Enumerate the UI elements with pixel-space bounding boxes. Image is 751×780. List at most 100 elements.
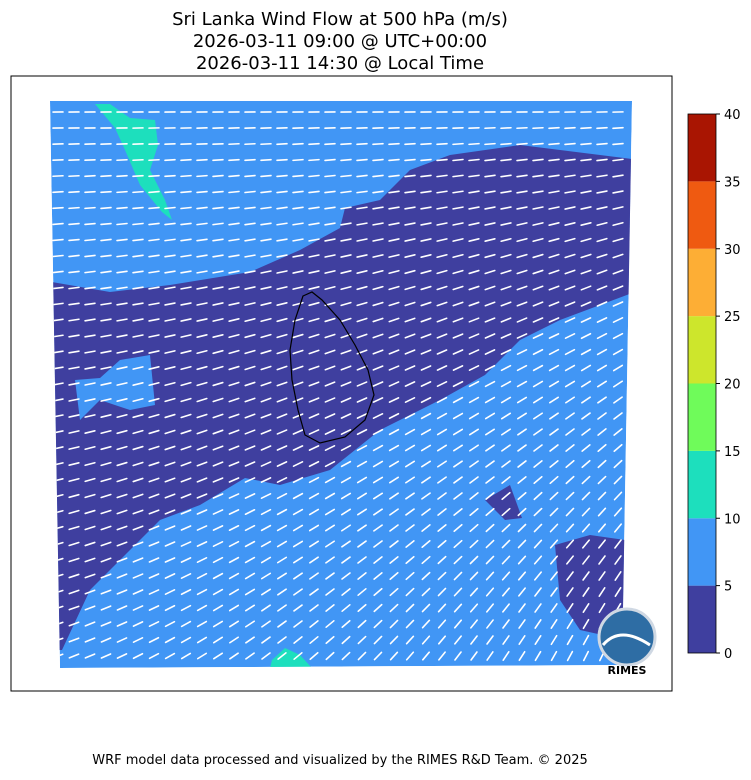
title-line: 2026-03-11 09:00 @ UTC+00:00	[193, 31, 487, 52]
wind-arrow	[117, 208, 127, 209]
wind-arrow	[453, 144, 463, 145]
wind-arrow	[453, 160, 463, 161]
wind-arrow	[373, 175, 383, 176]
wind-arrow	[53, 224, 63, 225]
colorbar-bin	[688, 518, 716, 585]
colorbar-bin	[688, 451, 716, 518]
wind-arrow	[245, 160, 255, 161]
colorbar-bin	[688, 384, 716, 451]
colorbar-tick-label: 10	[724, 512, 741, 527]
wind-arrow	[165, 208, 175, 209]
wind-arrow	[149, 223, 159, 224]
wind-arrow	[373, 144, 383, 145]
wind-arrow	[85, 176, 95, 177]
wind-arrow	[261, 160, 271, 161]
wind-arrow	[69, 255, 79, 256]
wind-arrow	[101, 224, 111, 225]
wind-arrow	[293, 160, 303, 161]
wind-arrow	[261, 191, 271, 192]
wind-arrow	[197, 176, 207, 177]
wind-arrow	[69, 176, 79, 177]
wind-arrow	[69, 224, 79, 225]
wind-arrow	[117, 224, 127, 225]
wind-arrow	[357, 160, 367, 161]
wind-arrow	[517, 159, 527, 160]
wind-arrow	[149, 176, 159, 177]
wind-arrow	[277, 191, 287, 192]
wind-arrow	[357, 144, 367, 145]
logo-text: RIMES	[608, 664, 647, 677]
wind-arrow	[69, 192, 79, 193]
wind-arrow	[117, 192, 127, 193]
wind-arrow	[517, 144, 527, 145]
wind-arrow	[373, 160, 383, 161]
wind-arrow	[277, 144, 287, 145]
wind-arrow	[421, 144, 431, 145]
wind-arrow	[469, 159, 479, 160]
wind-arrow	[53, 208, 63, 209]
wind-arrow	[533, 159, 543, 160]
wind-arrow	[309, 144, 319, 145]
wind-arrow	[485, 144, 495, 145]
wind-arrow	[325, 160, 335, 161]
wind-arrow	[293, 191, 303, 192]
logo-emblem	[599, 609, 655, 665]
wind-arrow	[293, 144, 303, 145]
colorbar-tick-label: 40	[724, 108, 741, 123]
wind-arrow	[533, 144, 543, 145]
colorbar-tick-label: 25	[724, 310, 741, 325]
wind-arrow	[101, 239, 111, 240]
wind-arrow	[549, 128, 559, 129]
colorbar-tick-label: 15	[724, 445, 741, 460]
wind-arrow	[485, 159, 495, 160]
wind-arrow	[101, 208, 111, 209]
wind-arrow	[469, 144, 479, 145]
colorbar-bin	[688, 316, 716, 383]
wind-arrow	[181, 176, 191, 177]
wind-arrow	[501, 144, 511, 145]
footer: WRF model data processed and visualized …	[92, 753, 588, 768]
wind-arrow	[325, 175, 335, 176]
wind-arrow	[405, 160, 415, 161]
wind-arrow	[101, 176, 111, 177]
wind-arrow	[213, 192, 223, 193]
wind-arrow	[549, 159, 559, 160]
colorbar-tick-label: 30	[724, 243, 741, 258]
wind-arrow	[597, 128, 607, 129]
wind-arrow	[117, 176, 127, 177]
wind-arrow	[245, 176, 255, 177]
title-line: 2026-03-11 14:30 @ Local Time	[196, 53, 484, 74]
wind-arrow	[533, 128, 543, 129]
wind-arrow	[165, 223, 175, 224]
wind-arrow	[293, 176, 303, 177]
wind-arrow	[53, 271, 63, 272]
wind-arrow	[277, 176, 287, 177]
wind-arrow	[389, 144, 399, 145]
wind-arrow	[133, 176, 143, 177]
wind-arrow	[117, 239, 127, 240]
colorbar-tick-label: 35	[724, 175, 741, 190]
wind-arrow	[549, 144, 559, 145]
wind-arrow	[213, 176, 223, 177]
wind-arrow	[181, 207, 191, 208]
wind-arrow	[501, 159, 511, 160]
map	[40, 101, 640, 668]
colorbar-bin	[688, 181, 716, 248]
wind-arrow	[261, 176, 271, 177]
wind-arrow	[85, 255, 95, 256]
wind-arrow	[597, 144, 607, 145]
wind-arrow	[245, 191, 255, 192]
wind-arrow	[437, 160, 447, 161]
wind-arrow	[165, 176, 175, 177]
wind-arrow	[181, 192, 191, 193]
wind-arrow	[229, 160, 239, 161]
wind-arrow	[277, 160, 287, 161]
wind-arrow	[53, 192, 63, 193]
wind-arrow	[197, 160, 207, 161]
wind-arrow	[229, 176, 239, 177]
colorbar-tick-label: 0	[724, 647, 732, 662]
colorbar-tick-label: 20	[724, 378, 741, 393]
wind-arrow	[69, 240, 79, 241]
wind-arrow	[261, 144, 271, 145]
